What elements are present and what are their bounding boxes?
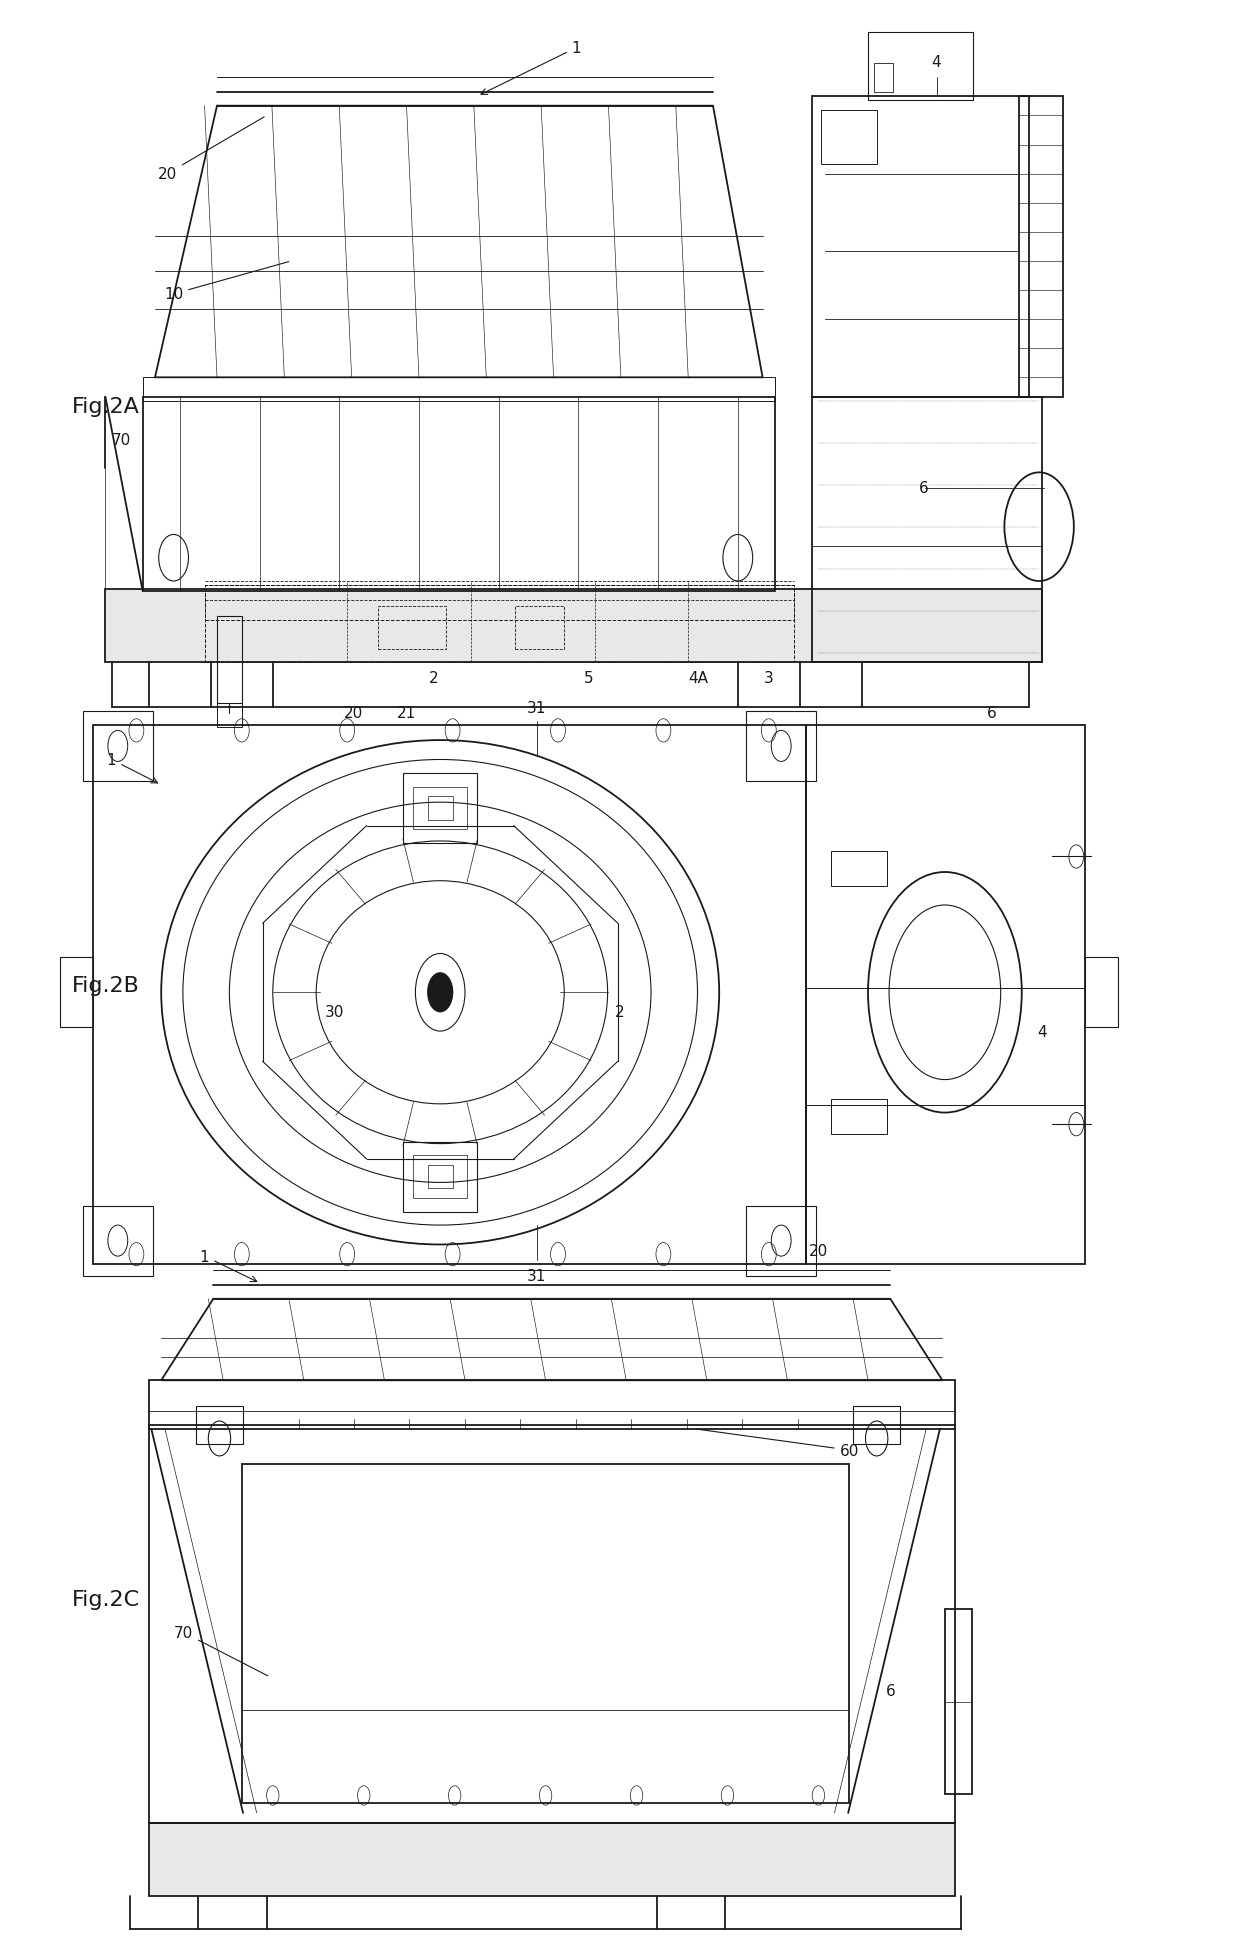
Bar <box>378 607 446 650</box>
Text: 70: 70 <box>112 432 131 448</box>
Bar <box>831 851 887 886</box>
Text: 2: 2 <box>615 1004 625 1020</box>
Bar <box>945 1609 972 1794</box>
Bar <box>806 725 1085 1264</box>
Bar <box>874 64 893 93</box>
Bar <box>217 704 242 727</box>
Bar <box>413 787 467 830</box>
Bar <box>149 1381 955 1429</box>
Bar <box>149 1823 955 1896</box>
Text: 5: 5 <box>584 671 594 686</box>
Bar <box>812 97 1029 397</box>
Text: 2: 2 <box>429 671 439 686</box>
Bar <box>217 617 242 704</box>
Bar <box>831 1099 887 1134</box>
Bar <box>143 397 775 591</box>
Bar <box>413 1156 467 1198</box>
Text: Fig.2A: Fig.2A <box>72 397 140 417</box>
Bar <box>1019 97 1063 397</box>
Text: 21: 21 <box>397 706 417 721</box>
Bar <box>83 712 153 781</box>
Circle shape <box>428 973 453 1012</box>
Bar <box>821 111 877 165</box>
Bar <box>149 1425 955 1823</box>
Bar <box>746 1206 816 1276</box>
Text: 31: 31 <box>527 700 547 715</box>
Text: 6: 6 <box>919 481 929 496</box>
Bar <box>428 1165 453 1189</box>
Bar <box>746 712 816 781</box>
Bar <box>83 1206 153 1276</box>
Bar <box>403 1142 477 1212</box>
Text: 1: 1 <box>107 752 157 783</box>
Bar <box>60 958 93 1028</box>
Text: 10: 10 <box>164 262 289 302</box>
Text: 30: 30 <box>325 1004 345 1020</box>
Bar <box>812 397 1042 663</box>
Bar <box>515 607 564 650</box>
Text: Fig.2C: Fig.2C <box>72 1590 140 1609</box>
Bar <box>428 797 453 820</box>
Bar <box>403 774 477 843</box>
Bar <box>143 378 775 401</box>
Text: 31: 31 <box>527 1268 547 1284</box>
Text: 4A: 4A <box>688 671 708 686</box>
Bar <box>205 586 794 663</box>
Bar <box>868 33 973 101</box>
Text: 4: 4 <box>931 54 941 70</box>
Text: 1: 1 <box>481 41 582 95</box>
Bar <box>196 1406 243 1445</box>
Text: 70: 70 <box>174 1625 268 1675</box>
Text: 1: 1 <box>200 1249 257 1282</box>
Text: 20: 20 <box>808 1243 828 1258</box>
Text: 20: 20 <box>157 118 264 182</box>
Text: 6: 6 <box>987 706 997 721</box>
Bar <box>1085 958 1118 1028</box>
Text: 20: 20 <box>343 706 363 721</box>
Text: 60: 60 <box>697 1429 859 1458</box>
Text: 3: 3 <box>764 671 774 686</box>
Bar <box>105 589 1042 663</box>
Bar <box>205 586 794 620</box>
Text: 4: 4 <box>1037 1024 1047 1039</box>
Text: 6: 6 <box>885 1683 895 1699</box>
Bar <box>93 725 806 1264</box>
Bar <box>242 1464 849 1803</box>
Bar <box>853 1406 900 1445</box>
Text: Fig.2B: Fig.2B <box>72 975 140 995</box>
